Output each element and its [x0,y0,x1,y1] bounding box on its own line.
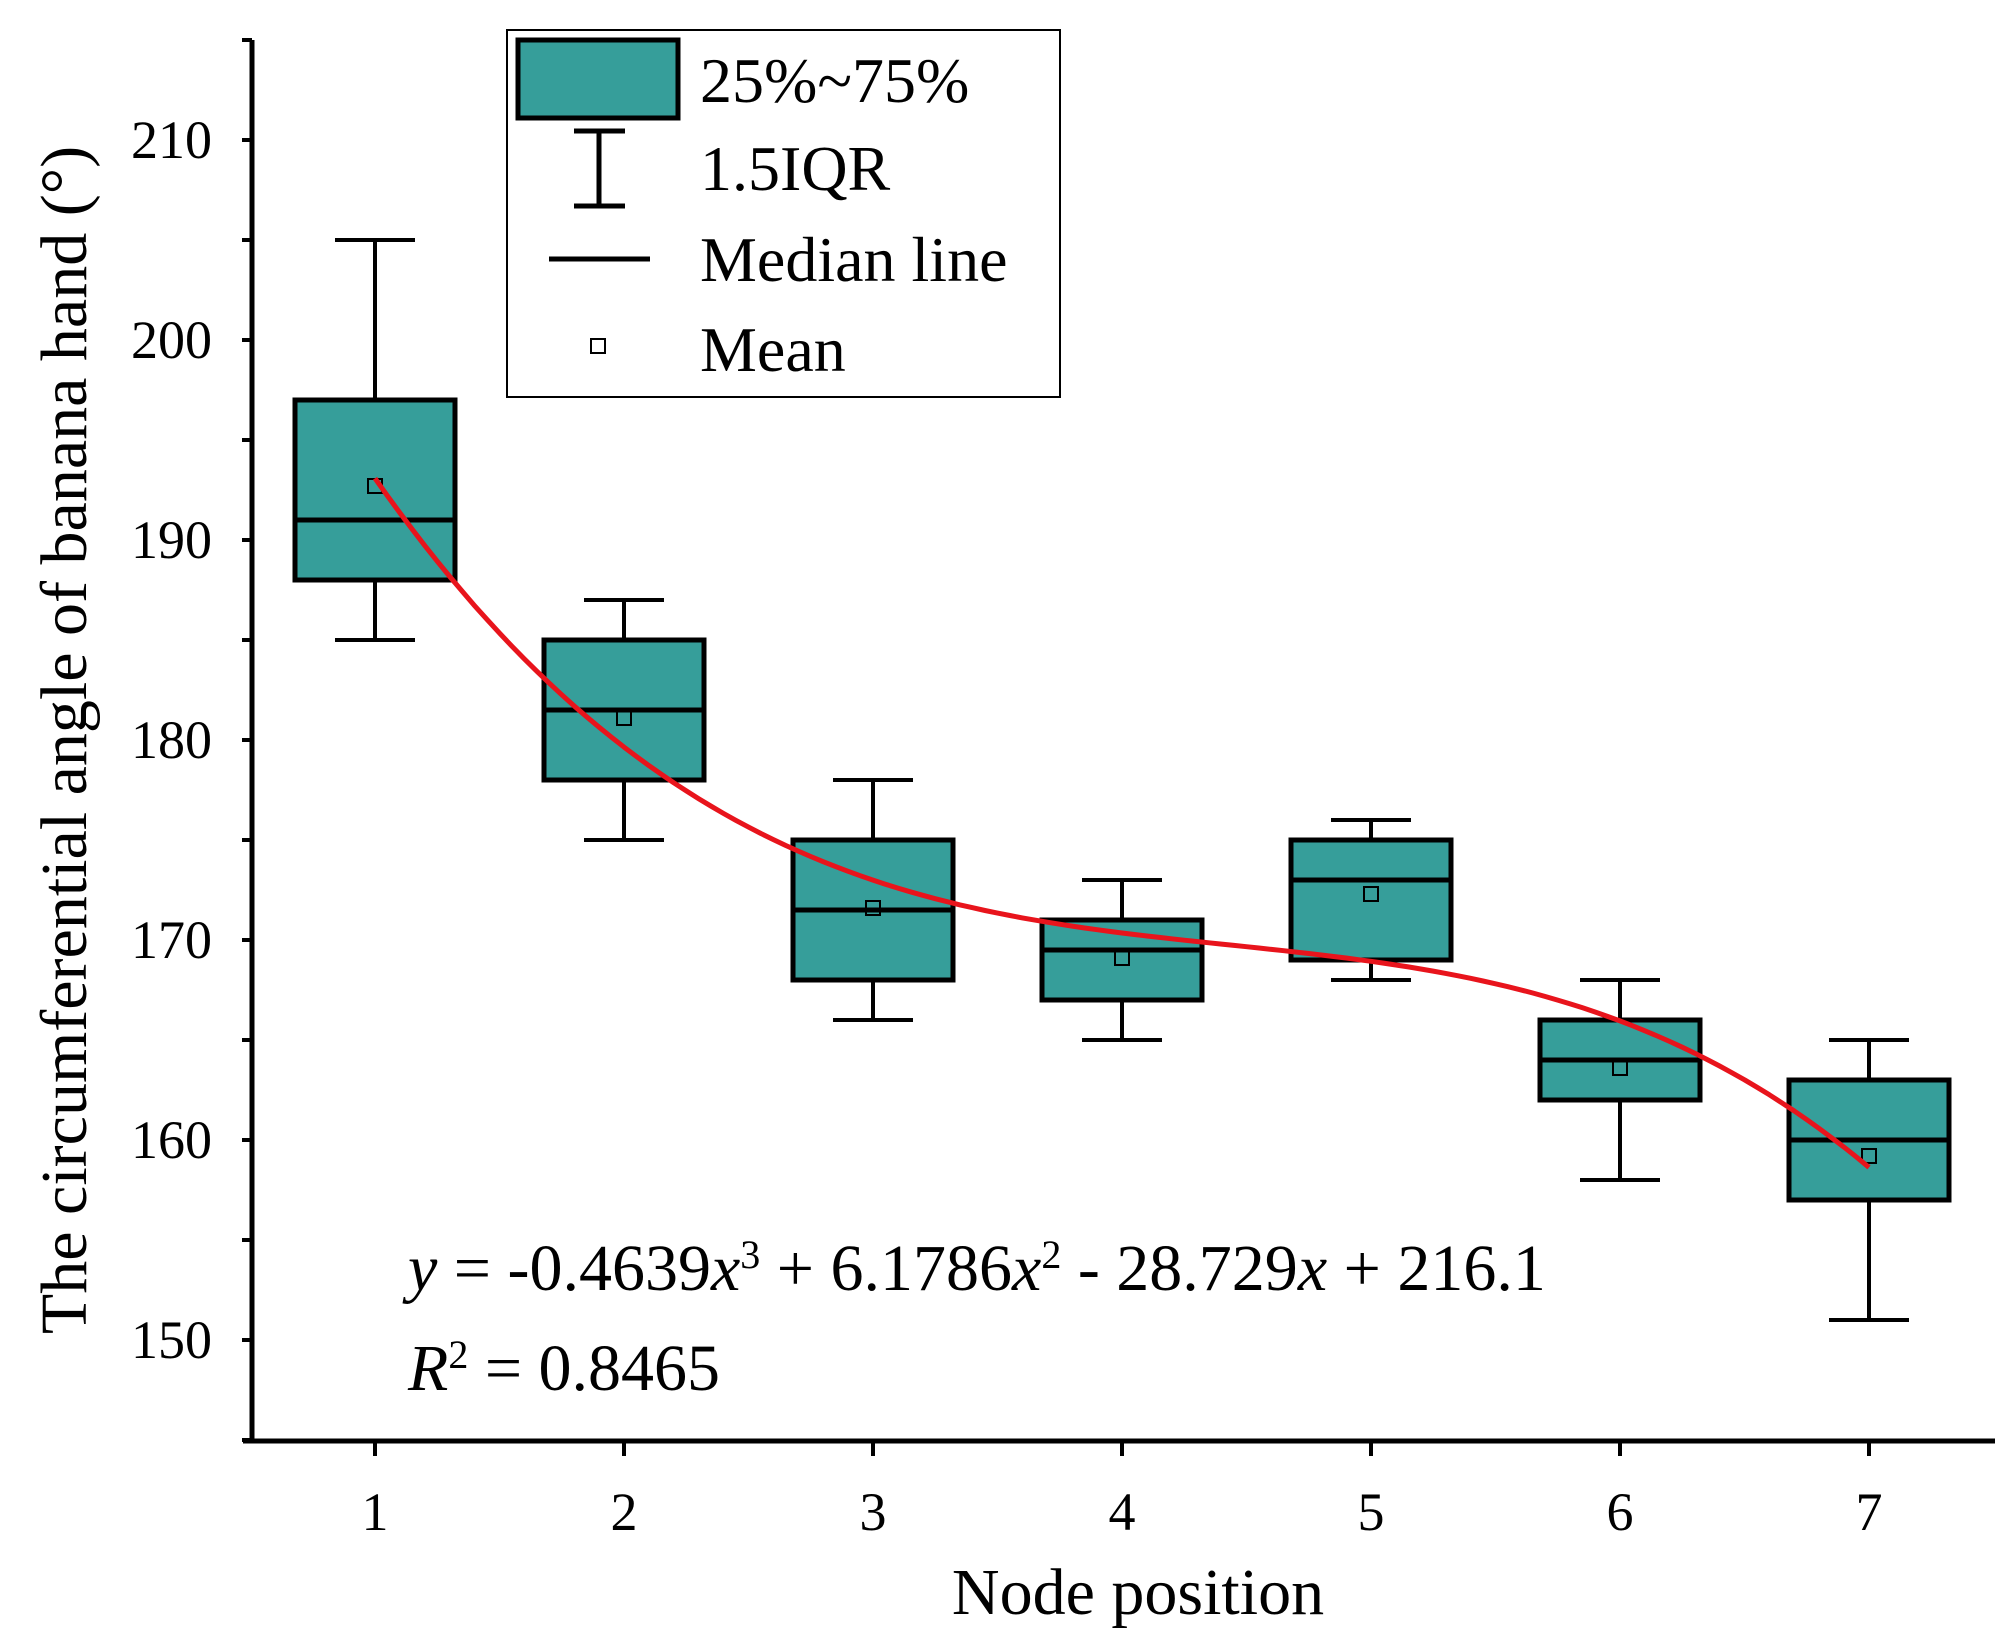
box-6 [1537,978,1703,1182]
y-tick-label: 160 [131,1110,212,1170]
legend-label-mean: Mean [700,314,846,385]
eq-x-cubed: x [710,1232,740,1305]
eq-x-linear: x [1297,1232,1327,1305]
x-tick-label: 3 [860,1482,887,1542]
r2-value: = 0.8465 [468,1332,720,1405]
legend-frame [506,29,1061,398]
x-axis-ticks: 1 2 3 4 5 6 7 [362,1441,1883,1542]
eq-y: y [402,1232,438,1305]
x-tick-label: 5 [1358,1482,1385,1542]
legend-box-swatch [515,37,681,121]
legend-label-box: 25%~75% [700,45,969,116]
box-4 [1039,878,1205,1042]
y-axis-title: The circumferential angle of banana hand… [28,146,101,1334]
eq-part-4: + 216.1 [1327,1232,1546,1305]
fit-equation: y = -0.4639x3 + 6.1786x2 - 28.729x + 216… [402,1232,1546,1306]
eq-exp-3: 3 [740,1232,760,1277]
fit-curve [372,476,1871,1170]
y-tick-label: 180 [131,710,212,770]
legend-mean-marker [590,338,606,354]
mean-marker [1114,950,1130,966]
r-squared: R2 = 0.8465 [407,1332,720,1406]
r2-r: R [407,1332,448,1405]
eq-x-squared: x [1011,1232,1041,1305]
y-tick-label: 150 [131,1310,212,1370]
mean-marker [1612,1060,1628,1076]
mean-marker [616,710,632,726]
y-axis-ticks: 150 160 170 180 190 200 210 [131,38,252,1442]
fit-layer [372,476,1871,1170]
x-axis-title: Node position [952,1556,1324,1629]
legend-label-median: Median line [700,224,1007,295]
y-tick-label: 200 [131,310,212,370]
x-tick-label: 7 [1856,1482,1883,1542]
x-tick-label: 6 [1607,1482,1634,1542]
r2-exp: 2 [448,1332,468,1377]
box-1 [292,238,458,642]
box-2 [541,598,707,842]
box-layer [292,238,1952,1322]
mean-marker [865,900,881,916]
x-tick-label: 1 [362,1482,389,1542]
y-tick-label: 210 [131,110,212,170]
eq-part-2: + 6.1786 [760,1232,1012,1305]
mean-marker [1861,1148,1877,1164]
legend-label-whisker: 1.5IQR [700,133,891,204]
box-7 [1786,1038,1952,1322]
x-tick-label: 2 [611,1482,638,1542]
box-3 [790,778,956,1022]
eq-exp-2: 2 [1041,1232,1061,1277]
legend: 25%~75% 1.5IQR Median line Mean [506,29,1061,398]
box-5 [1288,818,1454,982]
y-tick-label: 170 [131,910,212,970]
eq-part-3: - 28.729 [1061,1232,1297,1305]
x-tick-label: 4 [1109,1482,1136,1542]
y-tick-label: 190 [131,510,212,570]
mean-marker [1363,886,1379,902]
eq-part-1: = -0.4639 [437,1232,711,1305]
